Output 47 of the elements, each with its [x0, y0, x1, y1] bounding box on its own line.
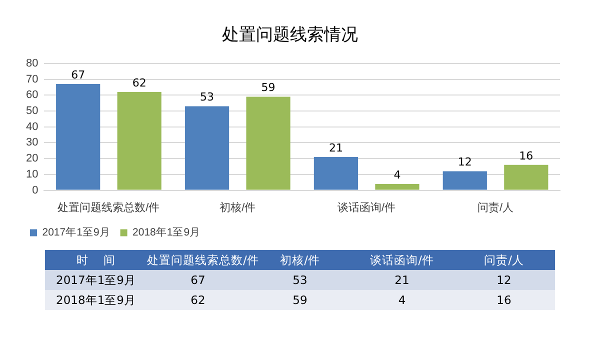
data-label: 4 [351, 290, 453, 310]
data-label: 53 [249, 270, 351, 290]
y-tick-label: 0 [32, 184, 38, 196]
legend-label: 2018年1至9月 [132, 226, 201, 239]
bar [314, 156, 358, 190]
bar [56, 84, 100, 190]
series-label: 2017年1至9月 [45, 270, 147, 290]
data-label: 67 [147, 270, 249, 290]
y-tick-label: 60 [26, 89, 38, 102]
data-label: 4 [394, 168, 401, 182]
y-tick-label: 80 [26, 57, 38, 70]
chart-title: 处置问题线索情况 [222, 24, 358, 44]
data-label: 12 [453, 270, 555, 290]
data-label: 59 [249, 290, 351, 310]
bar [246, 96, 290, 190]
data-label: 59 [261, 81, 276, 94]
data-label: 62 [147, 290, 249, 310]
y-tick-label: 30 [26, 136, 38, 149]
category-label: 初核/件 [280, 252, 320, 266]
bar [375, 184, 420, 190]
data-label: 21 [351, 270, 453, 290]
x-tick-label: 谈话函询/件 [338, 200, 396, 214]
bar [442, 171, 487, 190]
category-label: 谈话函询/件 [351, 250, 453, 270]
data-label: 62 [132, 76, 146, 90]
y-tick-label: 40 [26, 120, 38, 133]
bar [184, 106, 230, 190]
data-label: 21 [328, 141, 343, 154]
data-label: 16 [453, 290, 555, 310]
y-tick-label: 50 [26, 105, 38, 118]
bar [117, 92, 162, 190]
bar [504, 164, 548, 190]
series-label: 2018年1至9月 [45, 290, 147, 310]
x-tick-label: 处置问题线索总数/件 [58, 200, 160, 214]
y-tick-label: 10 [26, 168, 38, 180]
data-label: 67 [71, 68, 86, 82]
data-label: 16 [519, 149, 534, 162]
x-tick-label: 初核/件 [220, 200, 256, 214]
text: 时 间 [45, 250, 147, 270]
legend-label: 2017年1至9月 [42, 226, 110, 239]
category-label: 处置问题线索总数/件 [147, 252, 259, 268]
x-tick-label: 问责/人 [478, 200, 514, 214]
y-tick-label: 20 [26, 152, 38, 165]
data-label: 12 [458, 156, 472, 169]
category-label: 问责/人 [453, 250, 555, 270]
y-tick-label: 70 [26, 73, 38, 86]
data-label: 53 [200, 90, 214, 104]
